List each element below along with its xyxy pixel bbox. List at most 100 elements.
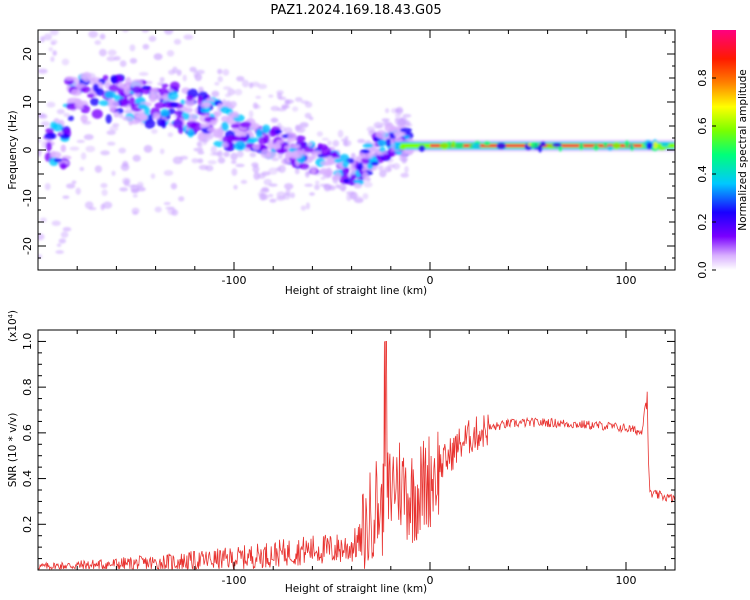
spectral-blob [100, 183, 108, 189]
spectral-blob [129, 44, 136, 52]
spectral-blob [331, 151, 339, 158]
colorbar-tick-label: 0.4 [696, 165, 709, 183]
spectral-blob [124, 109, 133, 114]
spectral-blob [268, 193, 274, 198]
spectral-blob [62, 227, 72, 232]
spectral-blob [304, 101, 313, 108]
spectral-blob [169, 101, 179, 108]
spectral-blob [210, 119, 217, 125]
spectral-blob [454, 142, 464, 149]
spectral-blob [342, 160, 349, 168]
spectral-blob [99, 33, 106, 40]
spectral-blob [217, 150, 223, 158]
spectral-blob [343, 178, 350, 183]
spectral-blob [250, 122, 260, 130]
spectral-blob [136, 181, 144, 188]
spectral-blob [84, 201, 94, 209]
spectral-blob [211, 90, 220, 98]
spectral-blob [200, 107, 210, 114]
spectral-blob [214, 111, 222, 117]
spectral-blob [287, 132, 298, 142]
spectral-blob [108, 84, 120, 92]
spectral-blob [80, 86, 92, 93]
spectral-blob [98, 48, 107, 57]
spectral-blob [65, 183, 76, 189]
colorbar: 0.0 0.2 0.4 0.6 0.8 Normalized spectral ampl… [696, 30, 749, 279]
spectral-blob [191, 158, 199, 164]
spectral-blob [321, 137, 329, 141]
spectral-blob [197, 131, 205, 141]
spectral-blob [112, 123, 120, 128]
spectral-blob [260, 149, 271, 159]
spectral-blob [222, 98, 227, 104]
spectral-blob [612, 141, 621, 150]
spectral-blob [38, 233, 45, 241]
spectral-blob [63, 112, 70, 118]
spectral-blob [255, 95, 262, 99]
spectral-blob [85, 16, 94, 21]
spectral-blob [320, 176, 326, 181]
spectral-blob [248, 82, 254, 89]
spectral-blob [94, 40, 102, 45]
spectral-blob [141, 15, 148, 19]
y-tick-label: 0.8 [21, 378, 34, 396]
spectral-blob [119, 60, 127, 67]
spectral-blob [69, 14, 75, 19]
spectral-blob [239, 121, 252, 128]
spectral-blob [160, 118, 167, 129]
spectral-blob [107, 141, 116, 146]
spectral-blob [603, 141, 608, 147]
spectral-blob [163, 170, 174, 176]
spectral-blob [396, 119, 406, 127]
spectral-blob [311, 150, 323, 155]
spectral-blob [207, 160, 217, 165]
spectral-blob [39, 217, 47, 223]
spectral-blob [50, 56, 55, 62]
spectral-blob [87, 93, 95, 98]
x-tick-label: -100 [222, 274, 247, 287]
spectral-blob [392, 163, 401, 170]
spectral-blob [217, 127, 225, 138]
spectral-blob [183, 34, 194, 40]
spectral-blob [136, 186, 146, 192]
spectral-blob [350, 165, 356, 175]
spectral-blob [205, 165, 214, 172]
spectral-blob [593, 144, 599, 151]
spectral-blob [276, 196, 286, 201]
spectral-blob [338, 184, 347, 191]
spectral-blob [142, 43, 150, 50]
spectral-blob [171, 8, 180, 13]
spectral-blob [174, 110, 183, 117]
spectral-blob [236, 150, 244, 158]
spectral-blob [176, 69, 182, 76]
spectral-blob [170, 182, 178, 190]
x-tick-label: 0 [427, 574, 434, 587]
spectral-blob [255, 104, 261, 109]
spectral-blob [119, 187, 128, 192]
spectral-blob [261, 171, 271, 176]
spectrogram-x-label: Height of straight line (km) [285, 285, 427, 297]
spectral-blob [350, 152, 356, 160]
spectral-blob [50, 150, 56, 158]
spectral-blob [348, 176, 356, 186]
y-tick-label: -20 [21, 237, 34, 255]
x-tick-label: 100 [616, 574, 637, 587]
colorbar-tick-label: 0.2 [696, 213, 709, 231]
spectral-blob [162, 101, 174, 109]
spectral-blob [379, 146, 386, 153]
spectral-blob [122, 160, 129, 168]
spectral-blob [235, 163, 245, 168]
spectral-blob [387, 164, 395, 168]
spectral-blob [284, 99, 291, 106]
spectral-blob [357, 162, 364, 171]
spectral-blob [362, 193, 369, 200]
spectral-blob [213, 140, 225, 148]
spectral-blob [241, 79, 250, 88]
spectral-blob [58, 238, 67, 244]
spectral-blob [197, 95, 203, 106]
spectral-blob [343, 140, 349, 147]
spectral-blob [389, 132, 395, 140]
spectral-blob [341, 167, 350, 176]
spectral-blob [224, 93, 232, 98]
